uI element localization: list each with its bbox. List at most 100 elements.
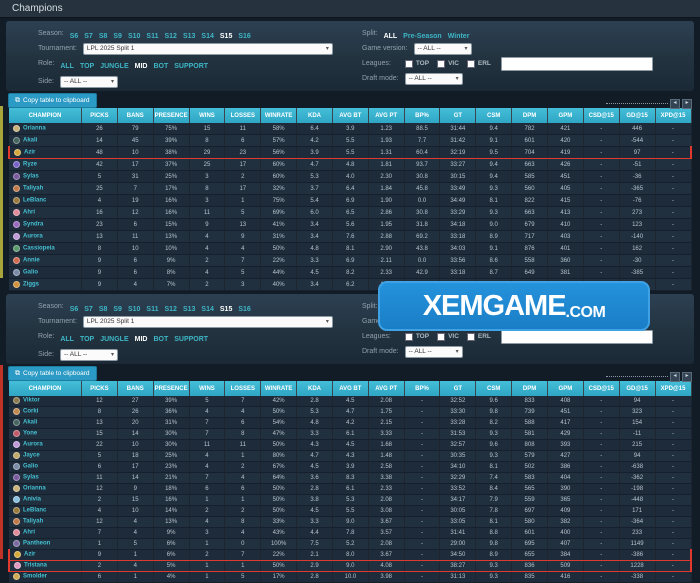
column-header[interactable]: GT [439, 108, 477, 123]
scroll-left-button[interactable]: ◂ [670, 98, 680, 109]
champion-cell[interactable]: Tristana [8, 560, 82, 572]
scroll-left-button[interactable]: ◂ [670, 371, 680, 382]
side-select[interactable]: -- ALL -- ▾ [59, 348, 118, 361]
season-link[interactable]: S14 [201, 32, 214, 40]
copy-table-button[interactable]: ⧉ Copy table to clipboard [8, 93, 97, 108]
season-link[interactable]: S6 [69, 305, 79, 313]
season-link[interactable]: S9 [113, 32, 122, 40]
column-header[interactable]: CSM [475, 381, 513, 396]
scroll-right-button[interactable]: ▸ [682, 371, 692, 382]
champion-cell[interactable]: Azir [8, 146, 82, 159]
champion-cell[interactable]: LeBlanc [9, 505, 82, 517]
column-header[interactable]: PICKS [81, 381, 118, 396]
column-header[interactable]: GD@15 [619, 108, 656, 123]
champion-cell[interactable]: Akali [9, 417, 82, 429]
champion-cell[interactable]: Taliyah [9, 182, 82, 195]
champion-cell[interactable]: Yone [9, 428, 82, 440]
champion-cell[interactable]: Corki [9, 406, 82, 418]
column-header[interactable]: WINS [189, 108, 226, 123]
column-header[interactable]: GT [439, 381, 477, 396]
draft-mode-select[interactable]: -- ALL -- ▾ [404, 345, 463, 358]
split-link[interactable]: ALL [383, 32, 398, 40]
table-hscrollbar[interactable]: ◂ ▸ [606, 98, 692, 109]
champion-cell[interactable]: Taliyah [9, 516, 82, 528]
role-link[interactable]: MID [134, 62, 148, 70]
column-header[interactable]: AVG BT [332, 108, 369, 123]
column-header[interactable]: PICKS [81, 108, 118, 123]
champion-cell[interactable]: Ahri [9, 206, 82, 219]
column-header[interactable]: LOSSES [224, 381, 262, 396]
role-link[interactable]: TOP [79, 335, 95, 343]
leagues-filter-input[interactable] [500, 56, 653, 71]
column-header[interactable]: GD@15 [619, 381, 656, 396]
table-hscrollbar[interactable]: ◂ ▸ [606, 371, 692, 382]
column-header[interactable]: AVG PT [368, 381, 405, 396]
column-header[interactable]: GPM [547, 108, 584, 123]
role-link[interactable]: MID [134, 335, 148, 343]
season-link[interactable]: S16 [238, 32, 251, 40]
champion-cell[interactable]: Azir [8, 549, 82, 561]
season-link[interactable]: S16 [238, 305, 251, 313]
split-link[interactable]: Winter [447, 32, 470, 40]
tournament-select[interactable]: LPL 2025 Split 1 ▾ [82, 42, 333, 55]
column-header[interactable]: WINRATE [260, 381, 298, 396]
champion-cell[interactable]: Jayce [9, 450, 82, 462]
season-link[interactable]: S13 [182, 305, 196, 313]
league-checkbox-erl[interactable] [466, 59, 475, 68]
champion-cell[interactable]: Galio [9, 266, 82, 279]
champion-cell[interactable]: Akali [9, 134, 82, 147]
column-header[interactable]: AVG BT [332, 381, 369, 396]
column-header[interactable]: BANS [117, 381, 154, 396]
champion-cell[interactable]: Cassiopeia [9, 242, 82, 255]
scrollbar-track[interactable] [606, 375, 668, 378]
column-header[interactable]: CSM [475, 108, 513, 123]
champion-cell[interactable]: Anivia [9, 494, 82, 506]
column-header[interactable]: GPM [547, 381, 584, 396]
column-header[interactable]: LOSSES [224, 108, 262, 123]
side-select[interactable]: -- ALL -- ▾ [59, 75, 118, 88]
champion-cell[interactable]: Orianna [9, 483, 82, 495]
role-link[interactable]: SUPPORT [174, 335, 209, 343]
column-header[interactable]: BP% [404, 381, 441, 396]
season-link[interactable]: S10 [127, 32, 141, 40]
column-header[interactable]: WINRATE [260, 108, 298, 123]
column-header[interactable]: WINS [189, 381, 226, 396]
column-header[interactable]: BP% [404, 108, 441, 123]
column-header[interactable]: XPD@15 [655, 381, 692, 396]
scroll-right-button[interactable]: ▸ [682, 98, 692, 109]
champion-cell[interactable]: Syndra [9, 218, 82, 231]
role-link[interactable]: JUNGLE [100, 62, 129, 70]
season-link[interactable]: S11 [146, 305, 159, 313]
role-link[interactable]: TOP [79, 62, 95, 70]
role-link[interactable]: BOT [153, 62, 169, 70]
column-header[interactable]: CHAMPION [9, 108, 82, 123]
copy-table-button[interactable]: ⧉ Copy table to clipboard [8, 366, 97, 381]
season-link[interactable]: S6 [69, 32, 79, 40]
column-header[interactable]: PRESENCE [153, 108, 190, 123]
season-link[interactable]: S10 [127, 305, 141, 313]
column-header[interactable]: CSD@15 [583, 381, 620, 396]
season-link[interactable]: S15 [219, 305, 233, 313]
champion-cell[interactable]: Annie [9, 254, 82, 267]
champion-cell[interactable]: Orianna [9, 123, 82, 135]
champion-cell[interactable]: Ahri [9, 527, 82, 539]
column-header[interactable]: CSD@15 [583, 108, 620, 123]
season-link[interactable]: S15 [219, 32, 233, 40]
scrollbar-track[interactable] [606, 102, 668, 105]
season-link[interactable]: S11 [146, 32, 159, 40]
champion-cell[interactable]: Galio [9, 461, 82, 473]
season-link[interactable]: S7 [84, 32, 93, 40]
column-header[interactable]: KDA [296, 108, 333, 123]
role-link[interactable]: ALL [60, 62, 74, 70]
champion-cell[interactable]: LeBlanc [9, 194, 82, 207]
season-link[interactable]: S9 [113, 305, 122, 313]
role-link[interactable]: SUPPORT [174, 62, 209, 70]
column-header[interactable]: DPM [511, 108, 548, 123]
season-link[interactable]: S12 [164, 32, 177, 40]
league-checkbox-top[interactable] [404, 332, 413, 341]
column-header[interactable]: PRESENCE [153, 381, 190, 396]
league-checkbox-top[interactable] [404, 59, 413, 68]
champion-cell[interactable]: Sylas [9, 472, 82, 484]
game-version-select[interactable]: -- ALL -- ▾ [413, 42, 472, 55]
champion-cell[interactable]: Ziggs [9, 278, 82, 291]
